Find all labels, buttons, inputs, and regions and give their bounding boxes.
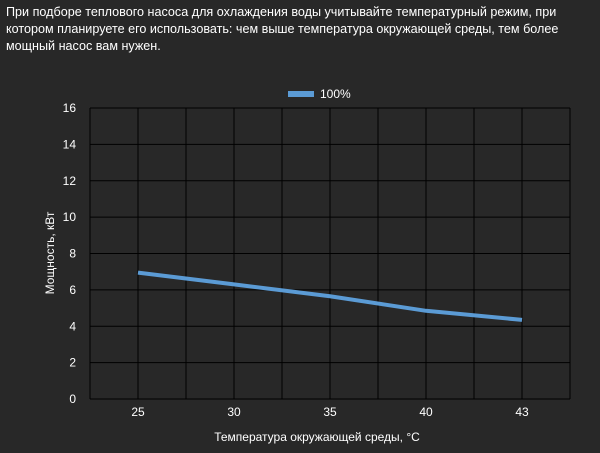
- y-tick-label: 4: [69, 319, 76, 333]
- legend-label-100: 100%: [320, 87, 351, 101]
- y-tick-label: 6: [69, 283, 76, 297]
- x-tick-label: 35: [323, 405, 337, 419]
- x-tick-label: 30: [227, 405, 241, 419]
- y-tick-label: 14: [63, 137, 77, 151]
- y-tick-label: 0: [69, 392, 76, 406]
- x-tick-label: 40: [419, 405, 433, 419]
- y-tick-label: 8: [69, 247, 76, 261]
- x-axis-label: Температура окружающей среды, °C: [214, 430, 420, 444]
- x-tick-label: 25: [131, 405, 145, 419]
- y-tick-label: 2: [69, 356, 76, 370]
- series-line-0: [137, 270, 523, 322]
- chart-series: [137, 270, 523, 322]
- intro-text: При подборе теплового насоса для охлажде…: [6, 5, 559, 53]
- y-tick-label: 10: [63, 210, 77, 224]
- y-tick-label: 16: [63, 101, 77, 115]
- chart-legend: 100%: [288, 87, 351, 101]
- y-tick-label: 12: [63, 174, 77, 188]
- chart-x-grid: [89, 108, 571, 399]
- y-tick-labels: 0 2 4 6 8 10 12 14 16: [63, 101, 77, 406]
- y-axis-label: Мощность, кВт: [43, 211, 57, 294]
- x-tick-labels: 25 30 35 40 43: [131, 405, 529, 419]
- legend-swatch-100: [288, 91, 314, 97]
- x-tick-label: 43: [515, 405, 529, 419]
